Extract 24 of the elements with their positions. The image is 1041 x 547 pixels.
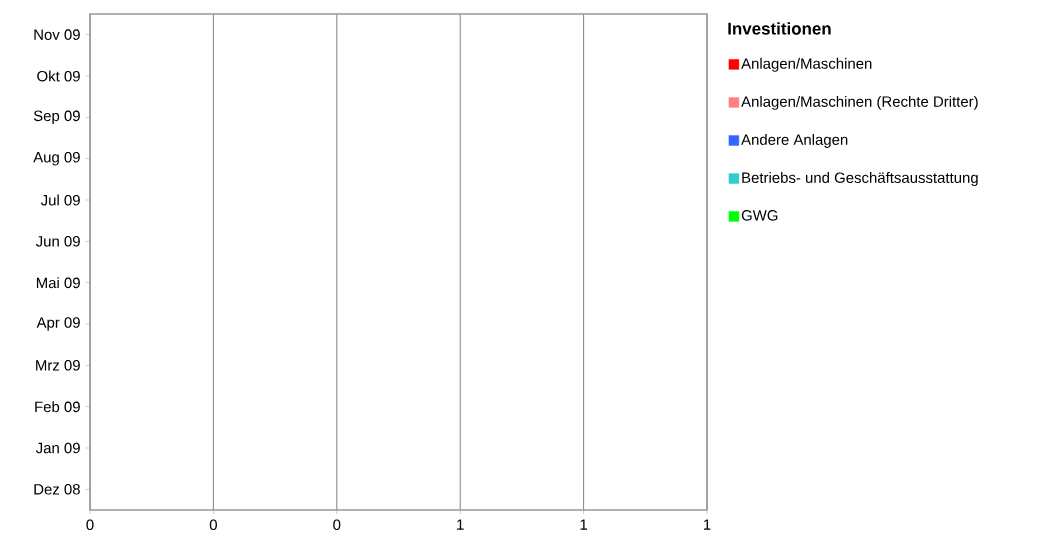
x-tick-label: 1 <box>703 519 711 530</box>
y-tick-label: Mrz 09 <box>36 360 80 371</box>
y-tick-label: Jun 09 <box>35 236 80 247</box>
x-tick-label: 1 <box>457 519 464 530</box>
y-tick-label: Jan 09 <box>35 442 80 454</box>
y-tick-label: Okt 09 <box>37 70 80 82</box>
x-tick-label: 0 <box>333 519 341 531</box>
y-tick-label: Dez 08 <box>34 484 80 495</box>
y-tick-label: Apr 09 <box>36 317 80 331</box>
x-tick-label: 0 <box>86 519 94 531</box>
y-tick-label: Sep 09 <box>33 110 80 125</box>
y-tick-label: Aug 09 <box>33 151 80 166</box>
y-tick-label: Jul 09 <box>40 194 80 206</box>
legend-label: Anlagen/Maschinen (Rechte Dritter) <box>741 95 978 110</box>
y-tick-label: Mai 09 <box>36 277 80 289</box>
legend-label: Andere Anlagen <box>741 133 848 148</box>
x-tick-label: 0 <box>209 519 217 531</box>
y-tick-label: Nov 09 <box>34 29 80 40</box>
legend-label: Betriebs- und Geschäftsausstattung <box>742 172 978 186</box>
x-tick-label: 1 <box>580 519 588 530</box>
legend-title: Investitionen <box>728 22 831 35</box>
legend-label: GWG <box>741 210 778 221</box>
legend-label: Anlagen/Maschinen <box>741 57 872 72</box>
y-tick-label: Feb 09 <box>35 401 80 413</box>
